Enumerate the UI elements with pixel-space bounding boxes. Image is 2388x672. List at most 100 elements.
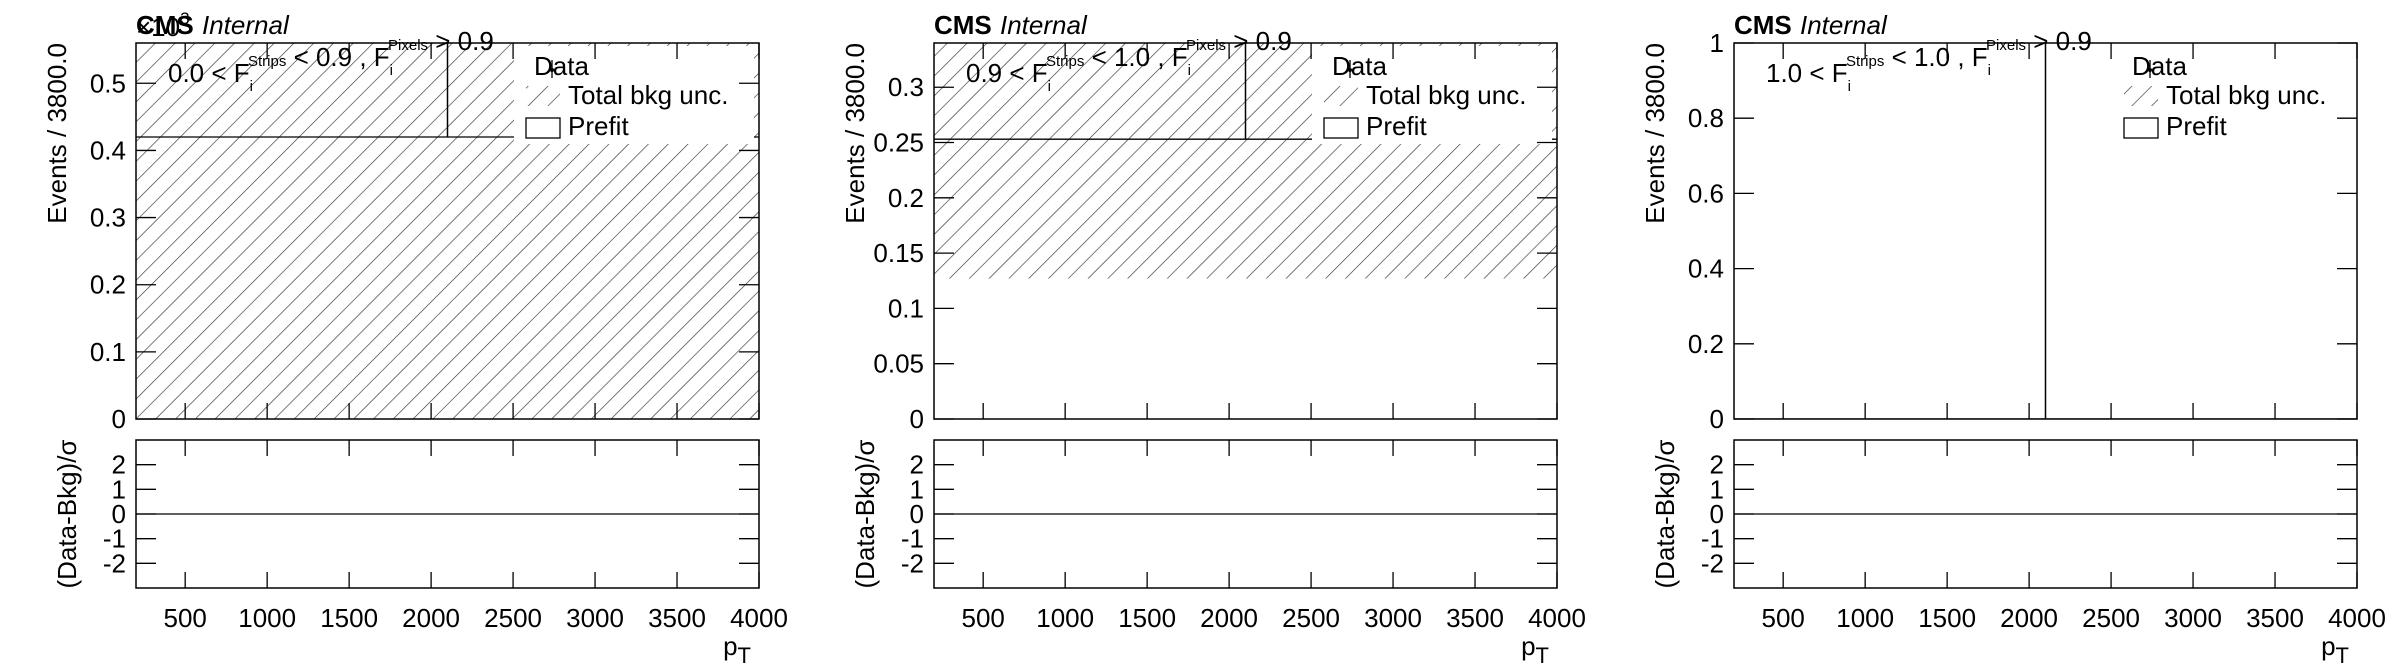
region-text: > 0.9	[1226, 26, 1292, 56]
legend-label: Prefit	[1366, 111, 1427, 141]
x-tick-label: 2000	[1200, 603, 1258, 633]
legend-prefit-swatch	[1323, 117, 1359, 139]
x-tick-label: 1500	[1118, 603, 1176, 633]
status: Internal	[1000, 10, 1088, 40]
x-tick-label: 4000	[1528, 603, 1586, 633]
ratio-y-tick-label: 0	[112, 499, 126, 529]
y-exponent-base: ×10	[136, 12, 180, 42]
x-tick-label: 1000	[238, 603, 296, 633]
ratio-y-tick-label: 2	[1710, 450, 1724, 480]
experiment: CMS	[1734, 10, 1792, 40]
region-label: 1.0 < FiStrips < 1.0 , FiPixels > 0.9	[1766, 26, 2092, 95]
region-sup: Pixels	[1986, 37, 2026, 54]
legend-label: Prefit	[2166, 111, 2227, 141]
region-sup: Pixels	[388, 37, 428, 54]
y-tick-label: 0.8	[1688, 103, 1724, 133]
y-tick-label: 0	[1710, 404, 1724, 434]
x-axis-label-main: p	[723, 631, 737, 661]
legend-label: Data	[1332, 51, 1387, 81]
y-tick-label: 0.2	[1688, 329, 1724, 359]
x-tick-label: 3500	[1446, 603, 1504, 633]
region-text: < 0.9 , F	[286, 42, 389, 72]
y-axis-label: Events / 3800.0	[840, 43, 870, 224]
x-tick-label: 3500	[2246, 603, 2304, 633]
legend-label: Data	[2132, 51, 2187, 81]
y-tick-label: 0.1	[90, 337, 126, 367]
y-tick-label: 0.15	[873, 238, 924, 268]
legend-data-marker	[2148, 68, 2152, 72]
legend-prefit-swatch	[2123, 117, 2159, 139]
region-text: < 1.0 , F	[1084, 42, 1187, 72]
x-axis-label: pT	[1521, 631, 1549, 668]
region-sup: Strips	[248, 53, 286, 70]
x-tick-label: 2000	[402, 603, 460, 633]
y-tick-label: 0.05	[873, 349, 924, 379]
region-sub: i	[1848, 78, 1851, 95]
y-exponent: ×103	[136, 9, 190, 42]
region-sup: Strips	[1846, 53, 1884, 70]
y-tick-label: 0	[910, 404, 924, 434]
y-tick-label: 0.2	[90, 270, 126, 300]
legend-prefit-swatch	[525, 117, 561, 139]
status: Internal	[202, 10, 290, 40]
legend-label: Total bkg unc.	[2166, 80, 2326, 110]
ratio-y-tick-label: 1	[112, 474, 126, 504]
y-axis-label: Events / 3800.0	[1640, 43, 1670, 224]
ratio-axis-label: (Data-Bkg)/σ	[1650, 440, 1680, 589]
legend-label: Total bkg unc.	[1366, 80, 1526, 110]
experiment: CMS	[136, 10, 194, 40]
y-tick-label: 0	[112, 404, 126, 434]
legend-unc-swatch	[2124, 86, 2158, 106]
x-tick-label: 1000	[1836, 603, 1894, 633]
y-tick-label: 0.3	[888, 72, 924, 102]
x-tick-label: 500	[163, 603, 206, 633]
x-axis-label-sub: T	[2336, 643, 2349, 668]
ratio-y-tick-label: 1	[910, 474, 924, 504]
legend-unc-swatch	[1324, 86, 1358, 106]
x-tick-label: 1500	[1918, 603, 1976, 633]
x-tick-label: 500	[961, 603, 1004, 633]
ratio-y-tick-label: 2	[910, 450, 924, 480]
x-tick-label: 3000	[2164, 603, 2222, 633]
y-tick-label: 0.3	[90, 203, 126, 233]
ratio-y-tick-label: -1	[1701, 524, 1724, 554]
x-axis-label-main: p	[2321, 631, 2335, 661]
y-tick-label: 0.2	[888, 183, 924, 213]
x-tick-label: 1000	[1036, 603, 1094, 633]
legend-unc-swatch	[526, 86, 560, 106]
frame	[933, 42, 1558, 420]
plot-area	[934, 43, 1557, 279]
ratio-y-tick-label: -1	[901, 524, 924, 554]
x-axis-label: pT	[723, 631, 751, 668]
region-sub: i	[1048, 78, 1051, 95]
region-text: > 0.9	[2026, 26, 2092, 56]
y-tick-label: 0.25	[873, 128, 924, 158]
ratio-y-tick-label: -2	[1701, 548, 1724, 578]
region-text: < 1.0 , F	[1884, 42, 1987, 72]
y-tick-label: 0.5	[90, 68, 126, 98]
x-tick-label: 2000	[2000, 603, 2058, 633]
y-tick-label: 0.1	[888, 293, 924, 323]
region-label: 0.9 < FiStrips < 1.0 , FiPixels > 0.9	[966, 26, 1292, 95]
ratio-y-tick-label: -2	[901, 548, 924, 578]
ratio-y-tick-label: -1	[103, 524, 126, 554]
ratio-y-tick-label: -2	[103, 548, 126, 578]
region-sup: Pixels	[1186, 37, 1226, 54]
region-sub: i	[390, 62, 393, 79]
frame	[135, 42, 760, 420]
x-tick-label: 500	[1761, 603, 1804, 633]
ratio-y-tick-label: 1	[1710, 474, 1724, 504]
ratio-y-tick-label: 0	[1710, 499, 1724, 529]
legend-label: Total bkg unc.	[568, 80, 728, 110]
x-axis-label-sub: T	[738, 643, 751, 668]
region-sub: i	[1188, 62, 1191, 79]
region-sub: i	[250, 78, 253, 95]
ratio-y-tick-label: 2	[112, 450, 126, 480]
x-tick-label: 1500	[320, 603, 378, 633]
region-text: > 0.9	[428, 26, 494, 56]
experiment: CMS	[934, 10, 992, 40]
